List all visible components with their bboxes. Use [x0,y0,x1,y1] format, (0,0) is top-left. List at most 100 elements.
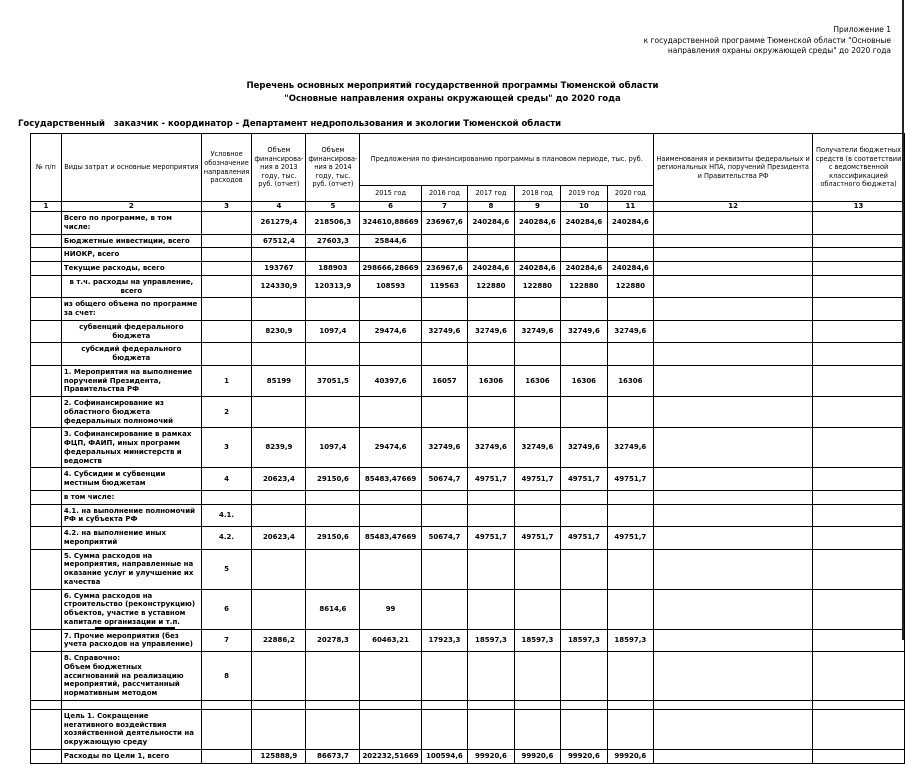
value-cell [513,651,562,701]
column-index: 10 [560,201,608,212]
value-cell [251,699,307,710]
value-cell: 29474,6 [359,427,422,469]
header-vol-2013: Объем финансирова-ния в 2013 году, тыс. … [251,133,307,202]
row-code [200,233,253,249]
value-cell [560,699,608,710]
document-page: Приложение 1 к государственной программе… [18,0,905,764]
value-cell: 240284,6 [513,261,562,276]
table-row: субвенций федерального бюджета 8230,9 1097… [30,319,905,344]
row-label: в том числе: [60,489,202,505]
cell-npa [653,297,814,321]
value-cell [560,588,608,630]
value-cell: 32749,6 [560,427,608,469]
column-index: 13 [812,201,905,212]
cell-recipients [812,526,905,550]
value-cell [513,489,562,505]
column-index: 11 [606,201,655,212]
value-cell [305,395,361,429]
value-cell [359,342,422,366]
row-label: 2. Софинансирование из областного бюджет… [60,395,202,429]
column-index: 9 [513,201,562,212]
table-row: Всего по программе, в том числе: 261279,4… [30,211,905,235]
row-code: 2 [200,395,253,429]
appendix-line: Приложение 1 [833,25,891,34]
row-code: 8 [200,651,253,701]
value-cell: 49751,7 [513,467,562,491]
row-label: из общего объема по программе за счет: [60,297,202,321]
table-row: субсидий федерального бюджета [30,342,905,366]
row-code [200,699,253,710]
value-cell [420,233,469,249]
row-label: Бюджетные инвестиции, всего [60,233,202,249]
value-cell: 240284,6 [560,211,608,235]
cell-recipients [812,297,905,321]
value-cell: 240284,6 [560,261,608,276]
row-code: 7 [200,628,253,652]
value-cell [420,699,469,710]
row-code [200,708,253,750]
column-index: 1 [30,201,62,212]
value-cell [606,342,655,366]
cell-row-number [30,211,62,235]
footnote-rule [95,627,175,629]
value-cell [359,699,422,710]
header-kinds: Виды затрат и основные мероприятия [60,133,202,202]
cell-npa [653,261,814,276]
value-cell [606,297,655,321]
value-cell [467,247,515,262]
value-cell [359,503,422,527]
value-cell [513,395,562,429]
value-cell: 16306 [513,364,562,398]
value-cell [560,651,608,701]
cell-recipients [812,708,905,750]
cell-npa [653,708,814,750]
value-cell: 120313,9 [305,274,361,299]
value-cell: 18597,3 [467,628,515,652]
value-cell [606,247,655,262]
value-cell: 122880 [560,274,608,299]
value-cell: 20623,4 [251,467,307,491]
cell-npa [653,489,814,505]
table-row: из общего объема по программе за счет: [30,297,905,321]
row-label: 1. Мероприятия на выполнение поручений П… [60,364,202,398]
value-cell: 122880 [513,274,562,299]
cell-row-number [30,526,62,550]
cell-npa [653,588,814,630]
appendix-line: к государственной программе Тюменской об… [643,35,891,45]
value-cell: 50674,7 [420,526,469,550]
value-cell: 18597,3 [513,628,562,652]
value-cell [606,489,655,505]
value-cell [420,588,469,630]
row-label: субсидий федерального бюджета [60,342,202,366]
value-cell [251,395,307,429]
row-label: 6. Сумма расходов на строительство (реко… [60,588,202,630]
cell-row-number [30,708,62,750]
header-code: Условное обозначение направления расходо… [200,133,253,202]
column-index: 6 [359,201,422,212]
header-num: № п/п [30,133,62,202]
value-cell [467,588,515,630]
cell-row-number [30,699,62,710]
column-index: 3 [200,201,253,212]
table-row: Бюджетные инвестиции, всего 67512,4 27603,… [30,233,905,249]
cell-npa [653,548,814,590]
table-row: 2. Софинансирование из областного бюджет… [30,395,905,429]
row-code [200,261,253,276]
value-cell [606,548,655,590]
value-cell [305,297,361,321]
value-cell [606,699,655,710]
value-cell: 49751,7 [513,526,562,550]
value-cell [606,395,655,429]
value-cell: 240284,6 [467,261,515,276]
program-table: № п/п Виды затрат и основные мероприятия У… [30,133,905,764]
value-cell: 240284,6 [467,211,515,235]
header-year: 2017 год [467,185,515,202]
cell-recipients [812,489,905,505]
value-cell: 49751,7 [606,467,655,491]
value-cell: 99920,6 [606,748,655,764]
row-code [200,342,253,366]
row-label: 4.2. на выполнение иных мероприятий [60,526,202,550]
row-label: Цель 1. Сокращение негативного воздейств… [60,708,202,750]
value-cell: 324610,88669 [359,211,422,235]
value-cell [467,651,515,701]
